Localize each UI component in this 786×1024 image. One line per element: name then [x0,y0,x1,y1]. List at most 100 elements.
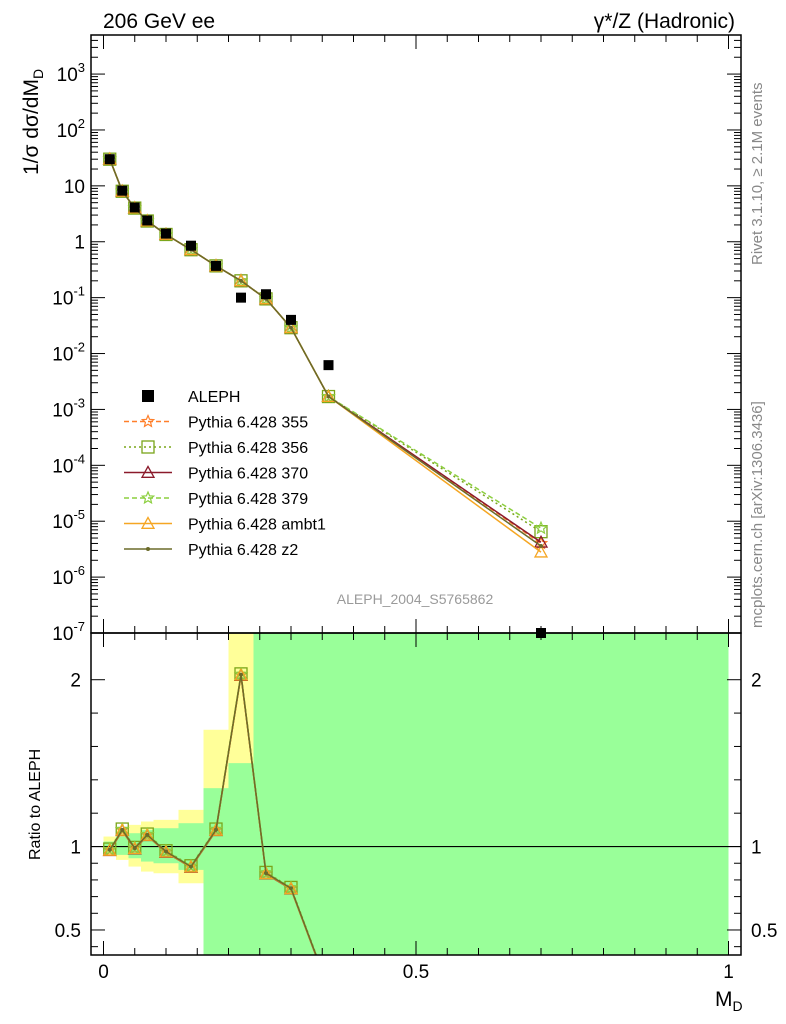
y-tick-label: 103 [57,60,85,86]
data-point [120,827,125,832]
series-line [109,158,542,533]
data-point [283,881,299,895]
x-tick-label: 0.5 [403,962,429,983]
y-tick-label: 1 [74,233,85,254]
x-tick-label: 1 [723,962,734,983]
data-point [258,866,274,880]
data-point [321,389,336,402]
legend-label: ALEPH [188,389,240,406]
y-tick-label: 10-4 [52,451,85,477]
data-point [539,544,543,549]
data-point [208,821,224,836]
ratio-uncertainty-bands [103,633,729,955]
data-point [127,840,142,854]
y-tick-label: 10-7 [52,619,85,645]
aleph-data-point [142,215,153,226]
data-point [140,490,156,505]
data-point [533,520,549,535]
ratio-band-stat [116,836,129,855]
data-point [289,886,293,891]
series-line [109,158,542,543]
data-point [283,320,299,334]
ratio-band-stat [203,788,229,955]
aleph-data-point [117,185,128,196]
data-point [115,823,130,836]
ratio-y-tick-label: 0.5 [55,921,81,942]
data-point [140,465,156,478]
legend: ALEPH Pythia 6.428 355 Pythia 6.428 356 Pyt… [124,389,326,559]
aleph-data-point [323,360,334,371]
data-point [183,859,199,873]
y-tick-label: 10-3 [52,395,85,421]
ratio-panel: 0 0.5 1 0.5 0.5 1 1 2 2 [55,633,777,983]
data-point [289,325,293,330]
legend-label: Pythia 6.428 370 [188,466,308,483]
ratio-y-tick-label: 2 [751,671,762,692]
data-point [321,388,336,403]
data-point [107,847,112,852]
ratio-band-stat [253,633,279,955]
aleph-data-point [104,154,115,165]
series-line [109,158,542,529]
legend-marker [142,390,154,402]
data-point [258,865,274,879]
series-line [109,158,542,553]
data-point [326,394,331,399]
main-panel: 10-7 10-6 10-5 10-4 10-3 10-2 10-1 1 10 102 103 [52,34,741,645]
ratio-band-stat [278,633,304,955]
data-point [264,871,268,876]
legend-label: Pythia 6.428 355 [188,415,308,432]
process-label: γ*/Z (Hadronic) [594,10,735,33]
aleph-data-point [129,202,140,213]
series-line [109,158,542,545]
data-point [145,832,150,837]
main-ylabel: 1/σ dσ/dMD [20,69,46,175]
y-tick-label: 10-5 [52,507,85,533]
y-tick-label: 10-2 [52,340,85,366]
legend-label: Pythia 6.428 z2 [188,542,298,559]
data-point [140,413,156,428]
legend-label: Pythia 6.428 356 [188,440,308,457]
ratio-y-tick-label: 1 [751,838,762,859]
data-point [214,827,218,832]
legend-label: Pythia 6.428 379 [188,491,308,508]
aleph-data-point [236,292,246,303]
data-point [208,823,224,836]
y-tick-label: 10 [64,177,85,198]
ratio-y-tick-label: 0.5 [751,921,777,942]
aleph-data-point [186,240,196,251]
rivet-label: Rivet 3.1.10, ≥ 2.1M events [749,83,766,266]
data-point [140,828,155,841]
data-point [139,826,155,841]
data-point [534,525,548,539]
aleph-data-point [261,289,271,300]
ratio-frame [90,632,742,956]
data-point [146,547,150,551]
data-point [158,844,174,858]
data-point [114,821,130,836]
data-point [164,849,168,854]
data-point [132,846,137,851]
data-point [102,843,117,856]
energy-label: 206 GeV ee [103,10,215,33]
data-point [102,841,118,856]
mcplots-label: mcplots.cern.ch [arXiv:1306.3436] [749,401,766,628]
watermark: ALEPH_2004_S5765862 [337,591,494,607]
y-tick-label: 10-1 [52,284,85,310]
ratio-band-stat [303,633,729,955]
legend-label: Pythia 6.428 ambt1 [188,517,326,534]
y-tick-label: 102 [57,116,85,142]
x-tick-label: 0 [98,962,109,983]
ratio-y-tick-label: 1 [70,838,81,859]
ratio-band-stat [228,763,254,955]
y-tick-label: 10-6 [52,563,85,589]
data-point [239,672,243,677]
data-point [127,841,142,855]
aleph-data-point [286,314,296,325]
x-axis-title: MD [715,988,743,1014]
ratio-ylabel: Ratio to ALEPH [27,749,44,860]
data-point [141,440,155,454]
data-point [189,864,193,869]
ratio-y-tick-label: 2 [70,671,81,692]
